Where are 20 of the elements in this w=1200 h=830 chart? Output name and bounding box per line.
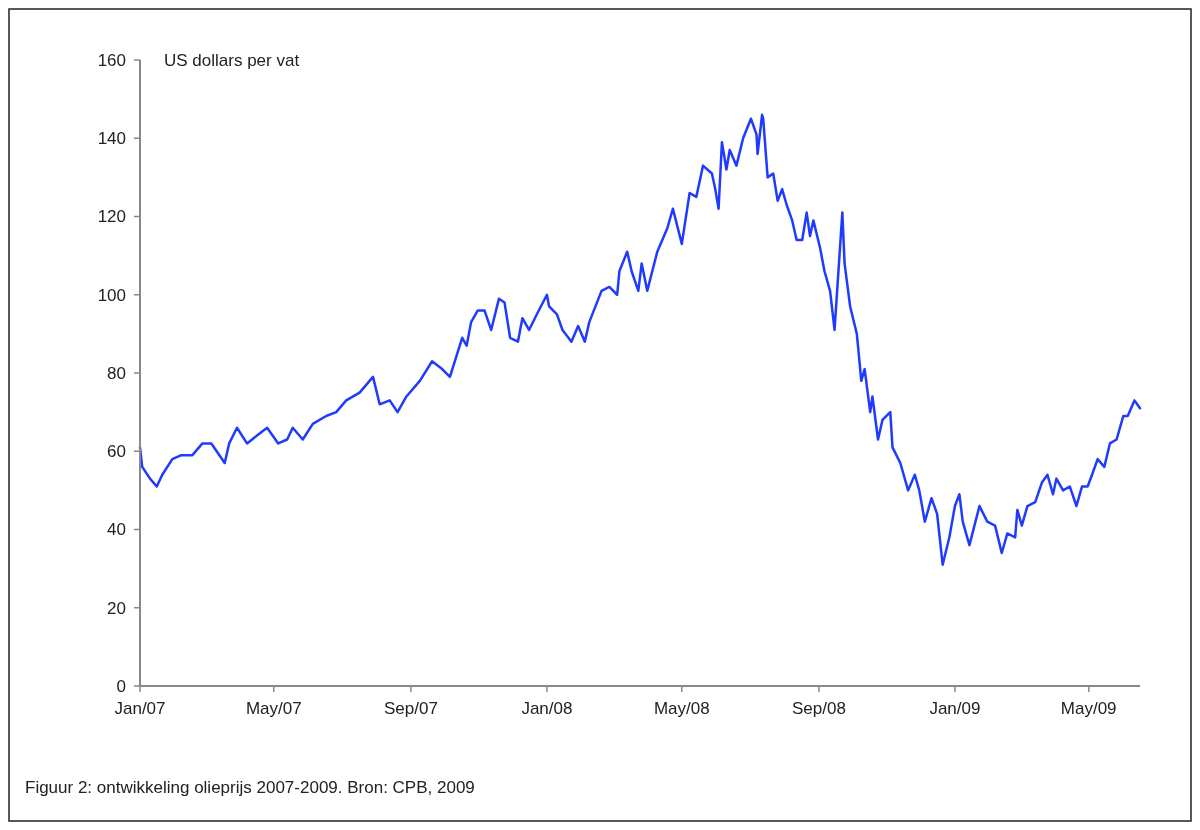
y-axis-title: US dollars per vat	[164, 51, 300, 70]
x-tick-label: Sep/07	[383, 699, 438, 718]
y-tick-label: 100	[97, 285, 126, 305]
y-tick-label: 120	[97, 207, 126, 227]
line-series	[138, 113, 1142, 566]
x-tick-label: May/07	[245, 699, 302, 718]
x-tick-label: May/09	[1060, 699, 1117, 718]
x-tick-label: Jan/07	[114, 699, 166, 718]
text: Figuur 2: ontwikkeling olieprijs 2007-2009. Bron: CPB, 2009	[25, 778, 475, 797]
x-tick-label: Jan/08	[521, 699, 573, 718]
y-tick-label: 60	[107, 442, 126, 462]
y-tick-label: 40	[107, 520, 126, 540]
x-tick-label: May/08	[653, 699, 710, 718]
y-tick-label: 140	[97, 129, 126, 149]
y-tick-label: 20	[107, 598, 126, 618]
x-tick-label: Sep/08	[791, 699, 846, 718]
y-tick-label: 0	[116, 676, 126, 696]
x-tick-label: Jan/09	[929, 699, 981, 718]
y-tick-label: 160	[97, 50, 126, 70]
y-tick-label: 80	[107, 363, 126, 383]
